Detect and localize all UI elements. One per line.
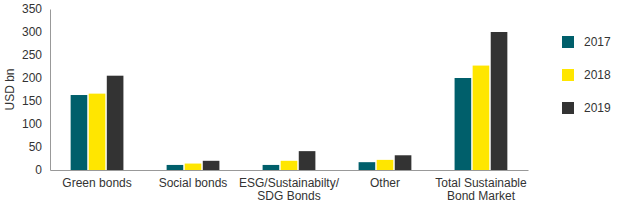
x-tick-label-line: Other (370, 176, 400, 190)
y-tick-label: 300 (22, 25, 42, 39)
bar (395, 155, 412, 170)
y-axis: 0 50 100 150 200 250 300 350 (22, 2, 51, 177)
x-tick-label-line: Social bonds (159, 176, 228, 190)
bar (299, 151, 316, 170)
plot-area: 0 50 100 150 200 250 300 350 Green bonds Social b… (22, 2, 529, 202)
bar (377, 160, 394, 170)
y-tick-label: 350 (22, 2, 42, 16)
y-tick: 200 (22, 71, 50, 85)
legend-label: 2017 (584, 35, 611, 49)
legend: 2017 2018 2019 (562, 35, 611, 115)
y-tick: 0 (35, 163, 50, 177)
bar (263, 165, 280, 170)
legend-swatch (562, 36, 574, 48)
bar (89, 94, 106, 170)
bar (185, 164, 202, 170)
y-tick: 50 (29, 140, 50, 154)
bars (71, 32, 508, 170)
y-axis-line (50, 10, 51, 171)
legend-swatch (562, 69, 574, 81)
bar (359, 162, 376, 170)
y-tick: 350 (22, 2, 50, 16)
y-tick-label: 250 (22, 48, 42, 62)
bar (455, 78, 472, 170)
y-tick-label: 50 (29, 140, 43, 154)
x-axis-line (51, 170, 529, 171)
x-tick-label: Other (370, 176, 400, 190)
chart-svg: 0 50 100 150 200 250 300 350 Green bonds Social b… (0, 0, 620, 208)
bar (473, 66, 490, 170)
bar (107, 76, 124, 170)
y-tick: 150 (22, 94, 50, 108)
bar (281, 161, 298, 170)
legend-swatch (562, 102, 574, 114)
y-axis-title: USD bn (3, 68, 17, 110)
legend-label: 2019 (584, 101, 611, 115)
x-tick-label: Total SustainableBond Market (435, 176, 527, 203)
x-tick-label: Social bonds (159, 176, 228, 190)
x-tick: Social bonds (159, 170, 228, 190)
y-tick-label: 100 (22, 117, 42, 131)
x-tick-label-line: ESG/Sustainabilty/ (239, 176, 340, 190)
bar (203, 161, 220, 170)
bar (167, 165, 184, 170)
x-tick-label-line: SDG Bonds (257, 189, 320, 203)
legend-item: 2018 (562, 68, 611, 82)
legend-item: 2019 (562, 101, 611, 115)
legend-item: 2017 (562, 35, 611, 49)
x-tick-label-line: Green bonds (62, 176, 131, 190)
x-tick: ESG/Sustainabilty/SDG Bonds (239, 170, 340, 203)
x-tick: Other (370, 170, 400, 190)
chart-container: 0 50 100 150 200 250 300 350 Green bonds Social b… (0, 0, 620, 208)
y-tick-label: 200 (22, 71, 42, 85)
y-tick-label: 0 (35, 163, 42, 177)
x-tick-label-line: Total Sustainable (435, 176, 527, 190)
x-axis: Green bonds Social bonds ESG/Sustainabilty… (51, 170, 529, 203)
bar (71, 95, 88, 170)
x-tick-label: ESG/Sustainabilty/SDG Bonds (239, 176, 340, 203)
x-tick-label-line: Bond Market (447, 189, 516, 203)
y-tick: 100 (22, 117, 50, 131)
bar (491, 32, 508, 170)
legend-label: 2018 (584, 68, 611, 82)
x-tick: Total SustainableBond Market (435, 170, 527, 203)
x-tick: Green bonds (62, 170, 131, 190)
y-tick-label: 150 (22, 94, 42, 108)
y-tick: 300 (22, 25, 50, 39)
y-tick: 250 (22, 48, 50, 62)
x-tick-label: Green bonds (62, 176, 131, 190)
